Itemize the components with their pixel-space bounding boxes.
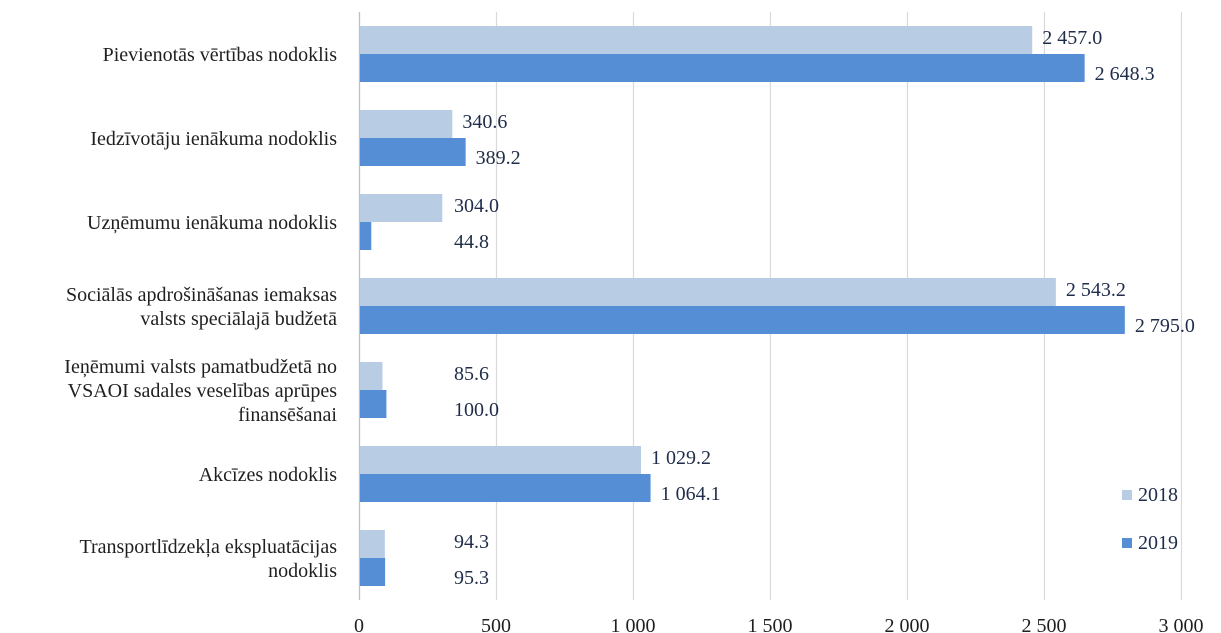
data-label: 389.2 xyxy=(476,147,521,169)
data-label: 2 795.0 xyxy=(1135,315,1195,337)
data-label: 95.3 xyxy=(454,567,489,589)
bar-2018 xyxy=(360,26,1033,54)
bar-2018 xyxy=(360,530,385,558)
category-label: Ieņēmumi valsts pamatbudžetā no xyxy=(64,356,337,378)
category-label: Transportlīdzekļa ekspluatācijas xyxy=(79,536,337,558)
data-label: 2 543.2 xyxy=(1066,279,1126,301)
legend-swatch-2019 xyxy=(1122,538,1132,548)
data-label: 100.0 xyxy=(454,399,499,421)
data-label: 2 648.3 xyxy=(1095,63,1155,85)
data-label: 85.6 xyxy=(454,363,489,385)
data-label: 44.8 xyxy=(454,231,489,253)
bar-2018 xyxy=(360,194,443,222)
bar-2019 xyxy=(360,222,372,250)
bar-2018 xyxy=(360,110,453,138)
category-label: nodoklis xyxy=(268,560,337,582)
data-label: 304.0 xyxy=(454,195,499,217)
bar-2018 xyxy=(360,446,642,474)
bar-2019 xyxy=(360,390,387,418)
bar-2019 xyxy=(360,54,1085,82)
category-label: Pievienotās vērtības nodoklis xyxy=(103,44,338,66)
category-label: finansēšanai xyxy=(238,404,337,426)
x-tick-label: 1 500 xyxy=(748,615,793,633)
x-tick-label: 3 000 xyxy=(1159,615,1204,633)
legend-swatch-2018 xyxy=(1122,490,1132,500)
bar-2019 xyxy=(360,474,651,502)
data-label: 1 064.1 xyxy=(661,483,721,505)
x-tick-label: 1 000 xyxy=(611,615,656,633)
legend-label: 2018 xyxy=(1138,484,1178,506)
bar-2018 xyxy=(360,362,383,390)
bar-2019 xyxy=(360,306,1125,334)
data-label: 1 029.2 xyxy=(651,447,711,469)
category-label: Sociālās apdrošināšanas iemaksas xyxy=(66,284,337,306)
bar-2019 xyxy=(360,138,466,166)
data-label: 94.3 xyxy=(454,531,489,553)
category-label: Iedzīvotāju ienākuma nodoklis xyxy=(90,128,337,150)
x-tick-label: 2 500 xyxy=(1022,615,1067,633)
bar-2019 xyxy=(360,558,386,586)
x-tick-label: 2 000 xyxy=(885,615,930,633)
category-label: VSAOI sadales veselības aprūpes xyxy=(68,380,338,402)
legend-label: 2019 xyxy=(1138,532,1178,554)
category-label: valsts speciālajā budžetā xyxy=(140,308,337,330)
category-label: Uzņēmumu ienākuma nodoklis xyxy=(87,212,337,234)
x-tick-label: 500 xyxy=(481,615,511,633)
data-label: 340.6 xyxy=(462,111,507,133)
data-label: 2 457.0 xyxy=(1042,27,1102,49)
x-tick-label: 0 xyxy=(354,615,364,633)
bar-2018 xyxy=(360,278,1056,306)
category-label: Akcīzes nodoklis xyxy=(199,464,338,486)
